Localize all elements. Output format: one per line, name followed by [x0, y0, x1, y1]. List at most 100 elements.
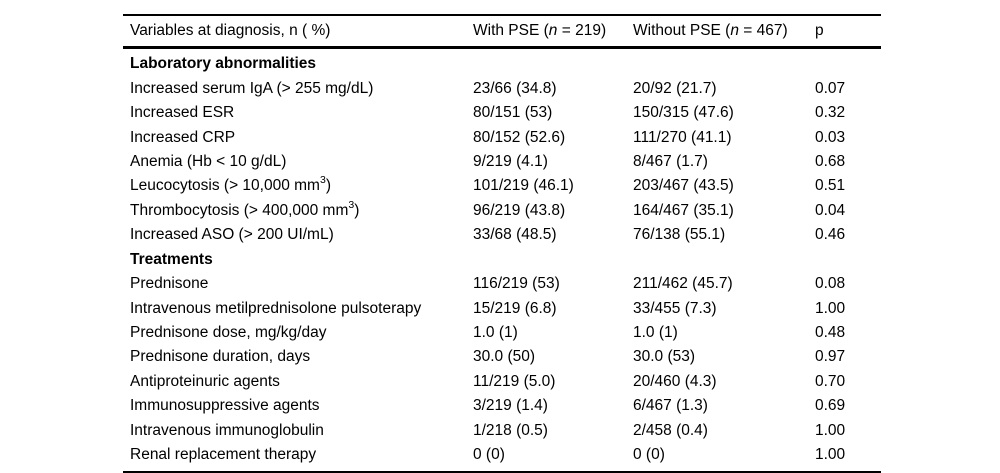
cell-with-pse: 11/219 (5.0)	[473, 372, 556, 390]
header-with-pse-prefix: With PSE (	[473, 22, 549, 39]
cell-without-pse: 164/467 (35.1)	[633, 201, 734, 219]
cell-with-pse: 9/219 (4.1)	[473, 152, 548, 170]
cell-p-value: 0.08	[815, 275, 846, 293]
column-header-p: p	[815, 22, 824, 39]
cell-p-value: 1.00	[815, 421, 846, 439]
cell-without-pse: 211/462 (45.7)	[633, 275, 733, 293]
row-label-suffix: )	[325, 177, 331, 195]
table-row: Prednisone dose, mg/kg/day 1.0 (1) 1.0 (1)…	[123, 321, 881, 345]
header-with-pse-n: n	[548, 22, 558, 39]
row-label-text: Renal replacement therapy	[130, 446, 317, 464]
column-header-without-pse: Without PSE (n = 467)	[633, 22, 815, 40]
cell-p-value: 0.70	[815, 372, 846, 390]
row-label: Increased CRP	[123, 129, 473, 147]
row-label-text: Intravenous immunoglobulin	[130, 421, 324, 439]
row-label-text: Prednisone dose, mg/kg/day	[130, 324, 327, 342]
row-label-text: Increased ESR	[130, 104, 235, 122]
cell-with-pse: 3/219 (1.4)	[473, 397, 548, 415]
row-label: Increased serum IgA (> 255 mg/dL)	[123, 80, 473, 98]
row-label: Intravenous metilprednisolone pulsoterap…	[123, 300, 473, 318]
table-row: Anemia (Hb < 10 g/dL) 9/219 (4.1) 8/467 (1…	[123, 150, 881, 174]
cell-p-value: 0.68	[815, 152, 846, 170]
cell-without-pse: 20/460 (4.3)	[633, 372, 717, 390]
row-label-text: Prednisone	[130, 275, 209, 293]
row-label-text: Thrombocytosis (> 400,000 mm	[130, 201, 349, 219]
cell-p-value: 0.51	[815, 177, 846, 195]
row-label: Anemia (Hb < 10 g/dL)	[123, 153, 473, 171]
cell-p-value: 0.04	[815, 201, 846, 219]
row-label: Increased ASO (> 200 UI/mL)	[123, 226, 473, 244]
section-title: Laboratory abnormalities	[130, 55, 317, 73]
header-without-pse-n: n	[730, 22, 739, 39]
table-row: Immunosuppressive agents 3/219 (1.4) 6/467…	[123, 394, 881, 418]
header-with-pse-suffix: = 219)	[557, 22, 607, 39]
cell-p-value: 0.69	[815, 397, 846, 415]
cell-p-value: 0.03	[815, 128, 846, 146]
table-row: Increased CRP 80/152 (52.6) 111/270 (41.1)…	[123, 125, 881, 149]
cell-without-pse: 30.0 (53)	[633, 348, 696, 366]
row-label: Antiproteinuric agents	[123, 373, 473, 391]
cell-without-pse: 1.0 (1)	[633, 324, 678, 342]
cell-without-pse: 6/467 (1.3)	[633, 397, 708, 415]
cell-with-pse: 23/66 (34.8)	[473, 79, 557, 97]
row-label-superscript: 3	[319, 174, 326, 187]
row-label-text: Immunosuppressive agents	[130, 397, 320, 415]
table-row: Antiproteinuric agents 11/219 (5.0) 20/460…	[123, 370, 881, 394]
cell-without-pse: 76/138 (55.1)	[633, 226, 726, 244]
column-header-with-pse: With PSE (n = 219)	[473, 22, 633, 40]
cell-without-pse: 2/458 (0.4)	[633, 421, 708, 439]
table-row: Intravenous metilprednisolone pulsoterap…	[123, 296, 881, 320]
table-row: Intravenous immunoglobulin 1/218 (0.5) 2/4…	[123, 419, 881, 443]
section-header-row: Treatments	[123, 248, 881, 272]
row-label-suffix: )	[354, 201, 360, 219]
cell-p-value: 1.00	[815, 446, 846, 464]
cell-p-value: 0.07	[815, 79, 846, 97]
cell-p-value: 0.48	[815, 324, 846, 342]
cell-p-value: 0.97	[815, 348, 846, 366]
row-label-text: Antiproteinuric agents	[130, 372, 280, 390]
row-label: Intravenous immunoglobulin	[123, 422, 473, 440]
cell-with-pse: 80/151 (53)	[473, 104, 553, 122]
cell-without-pse: 203/467 (43.5)	[633, 177, 734, 195]
cell-with-pse: 15/219 (6.8)	[473, 299, 557, 317]
row-label-text: Increased CRP	[130, 128, 236, 146]
row-label: Prednisone	[123, 275, 473, 293]
cell-with-pse: 80/152 (52.6)	[473, 128, 566, 146]
cell-without-pse: 8/467 (1.7)	[633, 152, 708, 170]
row-label-text: Anemia (Hb < 10 g/dL)	[130, 152, 287, 170]
pse-comparison-table: Variables at diagnosis, n ( %) With PSE …	[123, 14, 881, 473]
table-row: Renal replacement therapy 0 (0) 0 (0) 1.00	[123, 443, 881, 467]
row-label: Increased ESR	[123, 104, 473, 122]
cell-p-value: 1.00	[815, 299, 846, 317]
row-label-text: Leucocytosis (> 10,000 mm	[130, 177, 320, 195]
cell-with-pse: 33/68 (48.5)	[473, 226, 557, 244]
table-row: Thrombocytosis (> 400,000 mm3) 96/219 (43…	[123, 199, 881, 223]
header-without-pse-prefix: Without PSE (	[633, 22, 731, 39]
table-row: Increased ASO (> 200 UI/mL) 33/68 (48.5) 7…	[123, 223, 881, 247]
table-row: Prednisone duration, days 30.0 (50) 30.0 (…	[123, 345, 881, 369]
row-label: Immunosuppressive agents	[123, 397, 473, 415]
header-without-pse-suffix: = 467)	[738, 22, 788, 39]
cell-with-pse: 116/219 (53)	[473, 275, 560, 293]
cell-without-pse: 20/92 (21.7)	[633, 79, 717, 97]
table-row: Prednisone 116/219 (53) 211/462 (45.7) 0.08	[123, 272, 881, 296]
row-label: Renal replacement therapy	[123, 446, 473, 464]
cell-with-pse: 1.0 (1)	[473, 324, 518, 342]
row-label-text: Increased ASO (> 200 UI/mL)	[130, 226, 334, 244]
row-label: Prednisone dose, mg/kg/day	[123, 324, 473, 342]
cell-without-pse: 111/270 (41.1)	[633, 128, 732, 146]
cell-without-pse: 33/455 (7.3)	[633, 299, 717, 317]
row-label: Leucocytosis (> 10,000 mm3)	[123, 174, 473, 195]
cell-without-pse: 150/315 (47.6)	[633, 104, 734, 122]
section-title: Treatments	[130, 250, 213, 268]
row-label-text: Intravenous metilprednisolone pulsoterap…	[130, 299, 422, 317]
table-row: Leucocytosis (> 10,000 mm3) 101/219 (46.1…	[123, 174, 881, 198]
cell-without-pse: 0 (0)	[633, 446, 665, 464]
table-row: Increased serum IgA (> 255 mg/dL) 23/66 (…	[123, 76, 881, 100]
cell-p-value: 0.46	[815, 226, 846, 244]
table-row: Increased ESR 80/151 (53) 150/315 (47.6) 0.…	[123, 101, 881, 125]
section-header-row: Laboratory abnormalities	[123, 52, 881, 76]
cell-with-pse: 101/219 (46.1)	[473, 177, 574, 195]
cell-with-pse: 96/219 (43.8)	[473, 201, 566, 219]
row-label-superscript: 3	[348, 198, 355, 211]
